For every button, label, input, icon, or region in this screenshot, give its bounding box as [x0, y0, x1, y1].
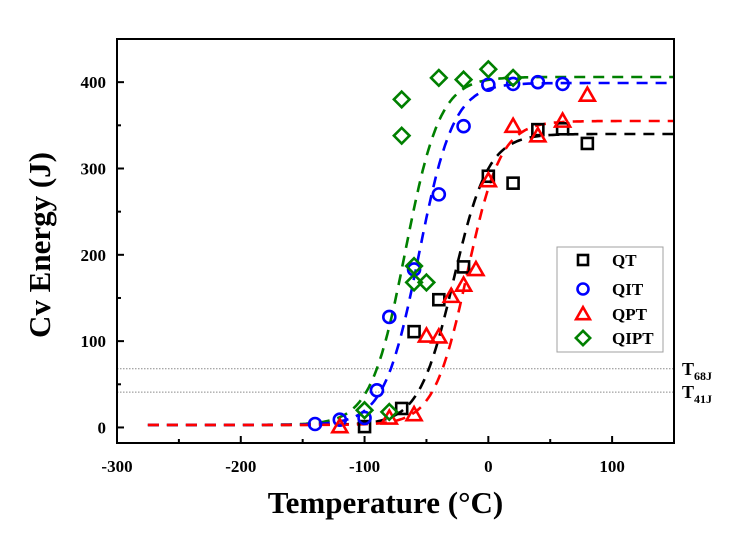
legend-label: QIPT [612, 329, 654, 348]
data-point-qpt [441, 286, 461, 304]
x-tick-label: -200 [225, 457, 256, 476]
legend-box [556, 246, 664, 353]
data-point-qt [506, 176, 520, 190]
data-point-qt [357, 419, 372, 434]
series-qt [357, 121, 595, 434]
x-tick-label: 100 [599, 457, 625, 476]
legend: QT QIT QPT QIPT [556, 246, 664, 353]
data-point-qt [432, 292, 446, 307]
data-point-qipt [404, 272, 424, 293]
data-point-qit [357, 410, 372, 426]
legend-marker-qipt [574, 329, 592, 347]
series-qipt [354, 59, 523, 422]
ref-label-main: T [682, 382, 694, 402]
plot-frame [116, 38, 675, 444]
data-point-qpt [577, 84, 598, 103]
data-point-qpt [429, 326, 449, 344]
data-point-qpt [503, 116, 523, 134]
data-point-qit [456, 118, 471, 134]
ref-label-t41j: T41J [682, 382, 712, 406]
data-point-qit [530, 74, 546, 90]
data-point-qt [531, 122, 545, 137]
y-tick-label: 0 [98, 418, 107, 437]
x-tick-label: 0 [484, 457, 493, 476]
data-point-qit [307, 416, 323, 432]
x-tick-label: -100 [349, 457, 380, 476]
data-point-qt [456, 260, 471, 274]
y-tick-label: 100 [81, 332, 107, 351]
data-point-qipt [429, 68, 449, 88]
legend-item-qit: QIT [576, 280, 644, 299]
y-axis-title: Cv Energy (J) [22, 152, 57, 338]
data-point-qit [555, 76, 570, 92]
data-point-qt [407, 324, 421, 339]
fit-curve-qit [147, 81, 674, 427]
data-point-qt [394, 401, 409, 416]
data-point-qpt [466, 259, 486, 277]
data-point-qpt [330, 416, 350, 434]
legend-item-qpt: QPT [573, 304, 648, 324]
data-point-qpt [453, 274, 474, 292]
data-markers [307, 59, 598, 434]
series-qpt [330, 84, 598, 434]
legend-label: QPT [612, 305, 648, 324]
legend-marker-qit [576, 282, 590, 296]
data-point-qipt [392, 89, 412, 110]
data-point-qipt [392, 126, 412, 146]
fit-curve-qt [147, 132, 674, 427]
data-point-qipt [453, 69, 474, 90]
data-point-qpt [416, 325, 437, 343]
fit-curves [147, 75, 674, 427]
data-point-qipt [478, 59, 498, 79]
legend-item-qt: QT [576, 251, 637, 270]
data-point-qpt [528, 125, 548, 143]
data-point-qipt [379, 402, 399, 422]
data-point-qit [382, 309, 397, 325]
x-axis-ticks: -300 -200 -100 0 100 [101, 436, 625, 476]
data-point-qit [332, 412, 348, 427]
legend-label: QIT [612, 280, 644, 299]
ref-label-t68j: T68J [682, 359, 712, 383]
ref-label-sub: 68J [694, 369, 712, 383]
ref-label-sub: 41J [694, 392, 712, 406]
x-axis-title: Temperature (°C) [268, 485, 503, 520]
y-tick-label: 400 [81, 73, 107, 92]
legend-marker-qpt [573, 304, 593, 321]
y-axis-ticks: 0 100 200 300 400 [81, 73, 124, 437]
data-point-qpt [379, 407, 400, 425]
data-point-qpt [552, 110, 573, 128]
y-tick-label: 200 [81, 246, 107, 265]
legend-marker-qt [576, 253, 590, 267]
data-point-qt [580, 136, 595, 151]
data-point-qipt [354, 400, 375, 420]
legend-label: QT [612, 251, 637, 270]
data-point-qipt [503, 68, 523, 88]
data-point-qit [369, 383, 385, 398]
data-point-qt [555, 121, 570, 136]
fit-curve-qipt [147, 75, 674, 427]
data-point-qit [505, 76, 521, 92]
x-tick-label: -300 [101, 457, 132, 476]
data-point-qpt [404, 404, 424, 422]
reference-lines [117, 368, 674, 393]
data-point-qit [431, 187, 447, 202]
y-tick-label: 300 [81, 159, 107, 178]
legend-item-qipt: QIPT [574, 329, 654, 348]
data-point-qpt [478, 170, 499, 188]
data-point-qipt [416, 272, 437, 293]
ref-label-main: T [682, 359, 694, 379]
